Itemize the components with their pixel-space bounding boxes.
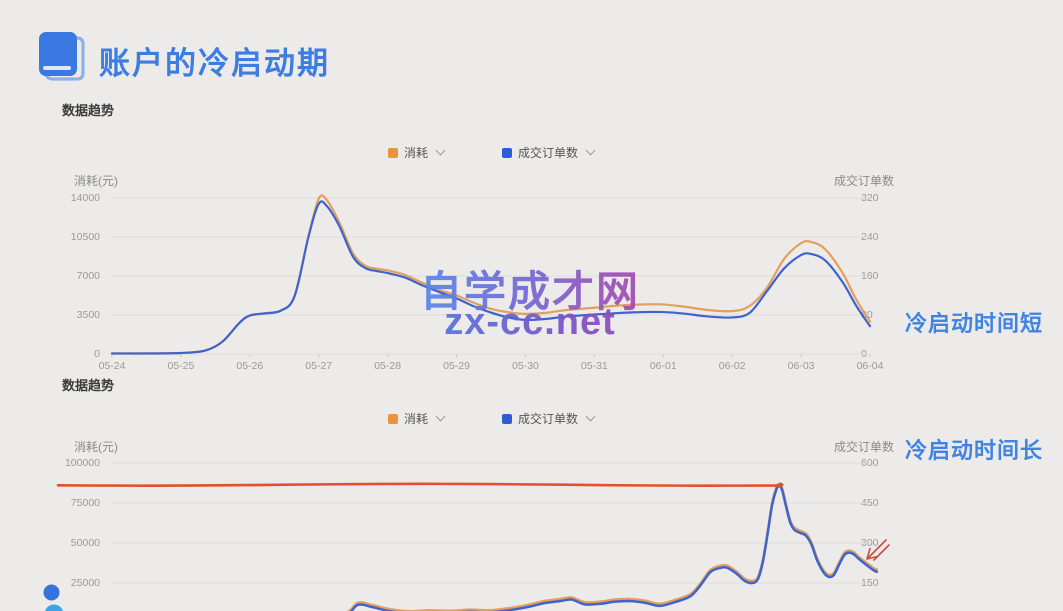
axis-tick: 0 [94, 348, 100, 360]
legend-item-consumption[interactable]: 消耗 [387, 144, 446, 161]
series-line-成交订单数 [110, 200, 872, 355]
x-axis-label: 05-29 [443, 360, 470, 372]
x-axis-label: 06-01 [649, 360, 677, 372]
x-axis-label: 05-31 [580, 360, 608, 372]
x-axis-label: 06-02 [718, 360, 746, 372]
x-axis-label: 05-25 [167, 360, 195, 372]
axis-tick: 25000 [70, 577, 100, 589]
watermark-site-url: zx-cc.net [360, 301, 700, 344]
x-axis-label: 05-24 [98, 360, 126, 372]
blue-dot [44, 604, 64, 611]
watermark-site-name: 自学成才网 [360, 258, 700, 319]
consumption-swatch-icon [387, 413, 398, 424]
legend-label: 成交订单数 [518, 412, 579, 426]
section-label-trend-2: 数据趋势 [62, 378, 115, 393]
chart1-left-axis-label: 消耗(元) [74, 174, 118, 188]
legend-label: 成交订单数 [518, 146, 579, 160]
red-threshold-line [56, 482, 784, 487]
x-axis-label: 05-27 [305, 360, 333, 372]
x-axis-label: 05-28 [374, 360, 402, 372]
orders-swatch-icon [502, 147, 512, 158]
chart2-legend: 消耗 成交订单数 [112, 410, 870, 427]
consumption-swatch-icon [387, 147, 398, 158]
series-line-成交订单数 [349, 484, 878, 611]
x-axis-label: 06-04 [856, 360, 884, 372]
blue-dot [43, 584, 60, 601]
axis-tick: 100000 [64, 457, 100, 469]
legend-label: 消耗 [403, 146, 428, 160]
chart1-right-axis-label: 成交订单数 [833, 174, 894, 188]
legend-item-orders[interactable]: 成交订单数 [502, 410, 596, 427]
x-axis-label: 05-30 [512, 360, 539, 372]
axis-tick: 10500 [70, 231, 100, 243]
axis-tick: 14000 [70, 192, 100, 204]
annotation-cold-start-short: 冷启动时间短 [905, 311, 1044, 336]
red-arrow-cursor [866, 539, 890, 561]
section-label-trend-1: 数据趋势 [62, 103, 115, 118]
x-axis-label: 05-26 [236, 360, 264, 372]
chart1-legend: 消耗 成交订单数 [112, 144, 870, 161]
chart2-left-axis-label: 消耗(元) [74, 440, 118, 454]
page-title: 账户的冷启动期 [99, 46, 330, 81]
legend-item-orders[interactable]: 成交订单数 [502, 144, 596, 161]
annotation-cold-start-long: 冷启动时间长 [905, 438, 1044, 463]
chart2-right-axis-label: 成交订单数 [833, 440, 894, 454]
x-axis-label: 06-03 [787, 360, 815, 372]
orders-swatch-icon [502, 413, 512, 424]
book-icon [39, 32, 85, 81]
axis-tick: 7000 [76, 270, 100, 282]
legend-label: 消耗 [403, 412, 428, 426]
legend-item-consumption[interactable]: 消耗 [387, 410, 446, 427]
axis-tick: 50000 [70, 537, 100, 549]
axis-tick: 3500 [76, 309, 100, 321]
axis-tick: 75000 [70, 497, 100, 509]
